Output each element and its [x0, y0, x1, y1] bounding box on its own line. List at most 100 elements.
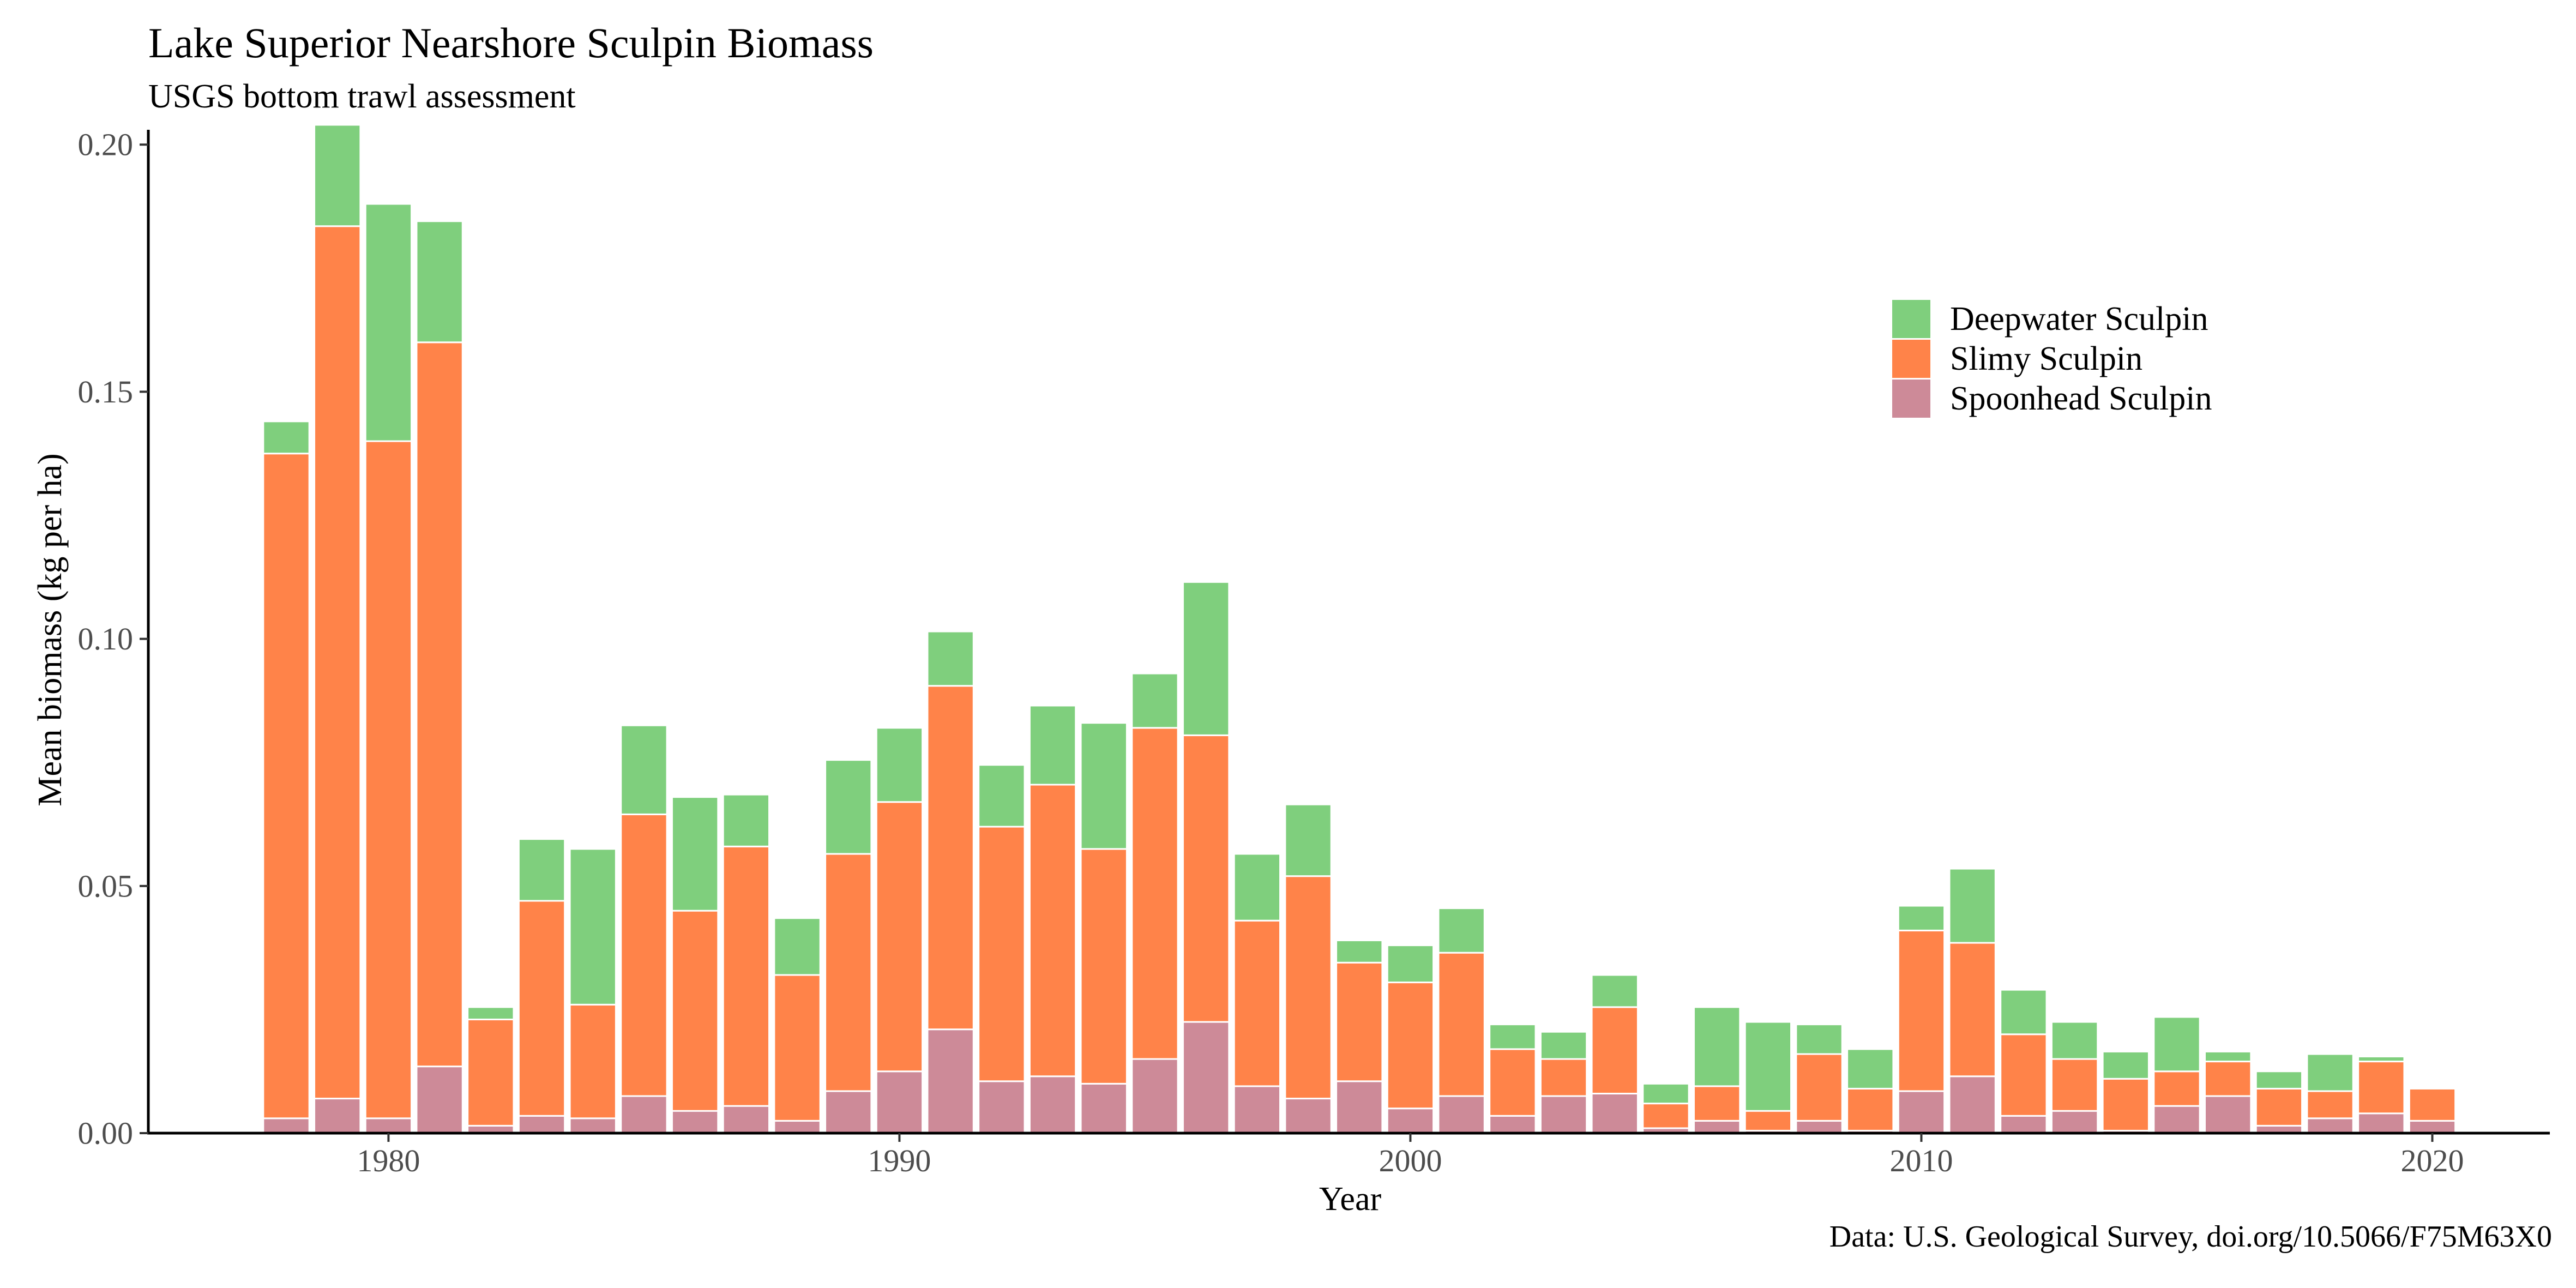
bar-segment-deepwater-sculpin-1992 [978, 764, 1026, 828]
data-source-caption: Data: U.S. Geological Survey, doi.org/10… [1829, 1220, 2552, 1254]
bar-segment-spoonhead-sculpin-2013 [2050, 1110, 2099, 1134]
bar-segment-slimy-sculpin-1987 [722, 845, 770, 1107]
x-tick-label: 1980 [357, 1143, 420, 1178]
bar-segment-deepwater-sculpin-1990 [875, 727, 924, 803]
bar-segment-spoonhead-sculpin-1988 [773, 1120, 821, 1134]
bar-segment-deepwater-sculpin-1985 [620, 724, 668, 815]
bar-segment-spoonhead-sculpin-2016 [2204, 1095, 2252, 1134]
bar-segment-spoonhead-sculpin-1984 [569, 1117, 617, 1134]
bar-segment-spoonhead-sculpin-2003 [1539, 1095, 1588, 1134]
bar-segment-deepwater-sculpin-2005 [1642, 1082, 1690, 1105]
x-tick-label: 2020 [2400, 1143, 2464, 1178]
x-axis-title: Year [1319, 1181, 1382, 1218]
bar-segment-slimy-sculpin-2006 [1693, 1085, 1741, 1122]
bar-segment-slimy-sculpin-1978 [262, 453, 310, 1120]
bar-segment-deepwater-sculpin-1988 [773, 917, 821, 976]
bar-segment-spoonhead-sculpin-1981 [416, 1066, 464, 1134]
bar-segment-slimy-sculpin-1999 [1335, 961, 1383, 1082]
bar-segment-spoonhead-sculpin-1983 [517, 1115, 566, 1134]
bar-segment-spoonhead-sculpin-1992 [978, 1080, 1026, 1134]
legend-item-slimy: Slimy Sculpin [1892, 339, 2212, 378]
bar-segment-deepwater-sculpin-1987 [722, 793, 770, 847]
bar-segment-spoonhead-sculpin-1978 [262, 1117, 310, 1134]
bar-segment-deepwater-sculpin-2009 [1846, 1048, 1894, 1090]
bar-segment-deepwater-sculpin-1993 [1028, 705, 1077, 786]
bar-segment-spoonhead-sculpin-2020 [2408, 1120, 2457, 1134]
bar-segment-spoonhead-sculpin-1980 [364, 1117, 413, 1134]
bar-segment-deepwater-sculpin-2002 [1489, 1024, 1537, 1050]
bar-segment-slimy-sculpin-2015 [2153, 1070, 2201, 1107]
bar-segment-slimy-sculpin-1993 [1028, 784, 1077, 1078]
bar-segment-deepwater-sculpin-1981 [416, 220, 464, 344]
bar-segment-deepwater-sculpin-1982 [467, 1006, 515, 1021]
bar-segment-slimy-sculpin-1989 [824, 853, 872, 1092]
bar-segment-spoonhead-sculpin-1993 [1028, 1075, 1077, 1134]
legend: Deepwater Sculpin Slimy Sculpin Spoonhea… [1892, 299, 2212, 418]
bar-segment-slimy-sculpin-2003 [1539, 1058, 1588, 1097]
bar-segment-slimy-sculpin-2004 [1591, 1006, 1639, 1094]
bar-segment-slimy-sculpin-2020 [2408, 1087, 2457, 1122]
bar-segment-deepwater-sculpin-2004 [1591, 974, 1639, 1008]
bar-segment-deepwater-sculpin-2017 [2255, 1070, 2303, 1090]
bar-segment-slimy-sculpin-1992 [978, 826, 1026, 1082]
bar-segment-deepwater-sculpin-1980 [364, 203, 413, 442]
bar-segment-slimy-sculpin-2001 [1437, 952, 1485, 1097]
bars-layer [262, 124, 2457, 1134]
bar-segment-spoonhead-sculpin-2002 [1489, 1115, 1537, 1134]
bar-segment-deepwater-sculpin-1998 [1284, 803, 1332, 877]
bar-segment-slimy-sculpin-1990 [875, 801, 924, 1073]
bar-segment-spoonhead-sculpin-2012 [2000, 1115, 2048, 1134]
bar-segment-slimy-sculpin-1991 [926, 685, 974, 1031]
legend-key-slimy [1892, 339, 1930, 378]
bar-segment-slimy-sculpin-2013 [2050, 1058, 2099, 1112]
bar-segment-spoonhead-sculpin-2011 [1948, 1075, 1996, 1134]
bar-segment-spoonhead-sculpin-1990 [875, 1070, 924, 1134]
bar-segment-spoonhead-sculpin-1989 [824, 1090, 872, 1134]
bar-segment-slimy-sculpin-2012 [2000, 1033, 2048, 1117]
bar-segment-slimy-sculpin-2018 [2306, 1090, 2354, 1120]
bar-segment-slimy-sculpin-1998 [1284, 875, 1332, 1100]
bar-segment-deepwater-sculpin-2015 [2153, 1016, 2201, 1073]
x-tick-label: 1990 [868, 1143, 931, 1178]
bar-segment-deepwater-sculpin-2016 [2204, 1050, 2252, 1063]
bar-segment-spoonhead-sculpin-1994 [1080, 1082, 1128, 1134]
bar-segment-deepwater-sculpin-2010 [1897, 905, 1946, 931]
y-tick-label: 0.20 [78, 127, 134, 162]
bar-segment-slimy-sculpin-2000 [1386, 982, 1435, 1110]
bar-segment-spoonhead-sculpin-1987 [722, 1105, 770, 1134]
y-axis-title: Mean biomass (kg per ha) [32, 453, 69, 806]
y-tick-label: 0.00 [78, 1116, 134, 1151]
bar-segment-deepwater-sculpin-2003 [1539, 1031, 1588, 1060]
bar-segment-slimy-sculpin-2009 [1846, 1087, 1894, 1131]
bar-segment-slimy-sculpin-2002 [1489, 1048, 1537, 1117]
bar-segment-deepwater-sculpin-1996 [1182, 581, 1230, 736]
legend-item-deepwater: Deepwater Sculpin [1892, 299, 2212, 339]
bar-segment-spoonhead-sculpin-1997 [1233, 1085, 1281, 1134]
bar-segment-slimy-sculpin-1985 [620, 813, 668, 1097]
bar-segment-deepwater-sculpin-2013 [2050, 1021, 2099, 1060]
legend-item-spoonhead: Spoonhead Sculpin [1892, 378, 2212, 418]
bar-segment-deepwater-sculpin-1999 [1335, 940, 1383, 964]
bar-segment-deepwater-sculpin-2019 [2357, 1056, 2405, 1063]
bar-segment-slimy-sculpin-2017 [2255, 1087, 2303, 1127]
bar-segment-spoonhead-sculpin-2008 [1795, 1120, 1843, 1134]
bar-segment-slimy-sculpin-2007 [1744, 1110, 1792, 1131]
bar-segment-deepwater-sculpin-1983 [517, 838, 566, 902]
bar-segment-slimy-sculpin-2011 [1948, 942, 1996, 1078]
bar-segment-spoonhead-sculpin-1995 [1131, 1058, 1179, 1134]
bar-segment-slimy-sculpin-2010 [1897, 929, 1946, 1092]
bar-segment-spoonhead-sculpin-1999 [1335, 1080, 1383, 1134]
bar-segment-deepwater-sculpin-2006 [1693, 1006, 1741, 1087]
bar-segment-spoonhead-sculpin-2019 [2357, 1112, 2405, 1134]
bar-segment-deepwater-sculpin-2000 [1386, 944, 1435, 984]
bar-segment-spoonhead-sculpin-1986 [671, 1110, 719, 1134]
bar-segment-slimy-sculpin-2019 [2357, 1061, 2405, 1115]
y-tick-label: 0.10 [78, 621, 134, 657]
bar-segment-slimy-sculpin-1996 [1182, 734, 1230, 1023]
bar-segment-slimy-sculpin-1986 [671, 910, 719, 1112]
chart-title: Lake Superior Nearshore Sculpin Biomass [148, 19, 874, 67]
bar-segment-spoonhead-sculpin-2006 [1693, 1120, 1741, 1134]
bar-segment-spoonhead-sculpin-2018 [2306, 1117, 2354, 1134]
legend-label-spoonhead: Spoonhead Sculpin [1950, 380, 2212, 417]
